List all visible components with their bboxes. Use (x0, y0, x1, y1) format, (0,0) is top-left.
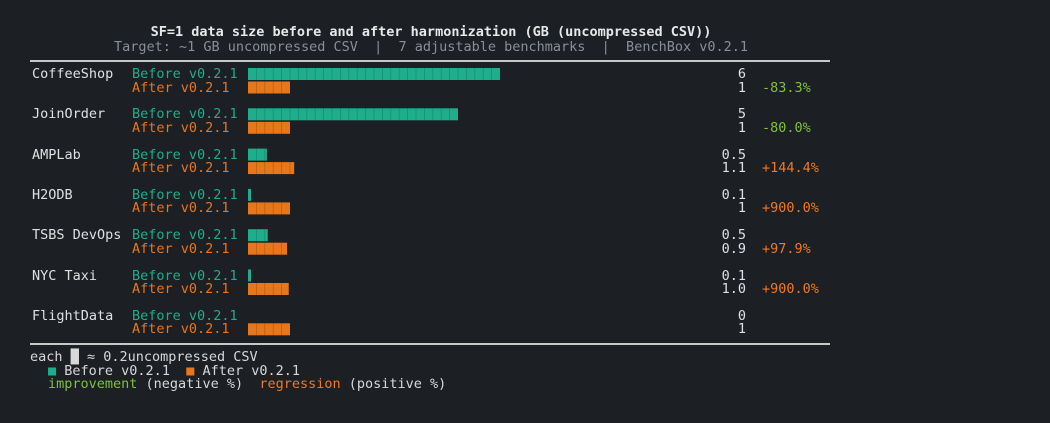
scale-prefix: each (30, 349, 63, 365)
after-value: 1.0 (721, 281, 746, 297)
scale-note: each █ ≈ 0.2uncompressed CSV (30, 350, 258, 364)
after-label: After v0.2.1 (132, 119, 230, 136)
before-label: Before v0.2.1 (132, 186, 238, 203)
after-bar (248, 202, 290, 215)
benchmark-name: H2ODB (32, 186, 73, 203)
after-value: 1 (737, 79, 746, 96)
after-label: After v0.2.1 (132, 240, 230, 257)
after-bar (248, 81, 290, 94)
before-label: Before v0.2.1 (132, 106, 238, 123)
before-value: 0 (737, 307, 746, 324)
benchmark-name: NYC Taxi (32, 267, 98, 284)
before-bar (248, 108, 458, 121)
before-bar (248, 269, 251, 282)
after-label: After v0.2.1 (132, 200, 230, 217)
after-label: After v0.2.1 (132, 321, 230, 338)
block-glyph-icon: █ (70, 349, 79, 365)
after-value: 1 (737, 119, 746, 136)
before-value: 0.5 (721, 146, 746, 163)
benchmark-name: FlightData (32, 307, 114, 324)
before-label: Before v0.2.1 (132, 267, 238, 284)
benchmark-name: JoinOrder (32, 106, 106, 123)
before-value: 6 (737, 66, 746, 82)
legend-series: ■ Before v0.2.1 ■ After v0.2.1 (48, 364, 300, 378)
benchmark-name: CoffeeShop (32, 66, 114, 82)
before-value: 5 (737, 106, 746, 123)
change-percent: +900.0% (762, 281, 819, 297)
after-bar (248, 121, 290, 134)
after-label: After v0.2.1 (132, 160, 230, 177)
before-bar (248, 188, 251, 201)
before-value: 0.1 (721, 186, 746, 203)
after-value: 1 (737, 200, 746, 217)
benchmark-name: TSBS DevOps (32, 227, 122, 244)
after-value: 1.1 (721, 160, 746, 177)
legend-improvement-word: improvement (48, 376, 138, 392)
before-value: 0.1 (721, 267, 746, 284)
after-bar (248, 323, 290, 336)
chart-subtitle: Target: ~1 GB uncompressed CSV | 7 adjus… (114, 39, 748, 55)
change-percent: +900.0% (762, 200, 819, 217)
before-label: Before v0.2.1 (132, 227, 238, 244)
chart-title: SF=1 data size before and after harmoniz… (150, 24, 712, 40)
bottom-rule (30, 343, 830, 345)
after-bar (248, 283, 289, 295)
after-swatch-icon: ■ (186, 363, 195, 379)
after-bar (248, 162, 295, 175)
legend-regression-note: (positive %) (348, 376, 447, 392)
after-label: After v0.2.1 (132, 79, 230, 96)
legend-improvement-note: (negative %) (145, 376, 244, 392)
benchmark-name: AMPLab (32, 146, 81, 163)
before-label: Before v0.2.1 (132, 146, 238, 163)
change-percent: +144.4% (762, 160, 819, 177)
before-bar (248, 148, 267, 161)
before-bar (248, 229, 268, 242)
legend-after-label: After v0.2.1 (202, 363, 301, 379)
before-swatch-icon: ■ (48, 363, 57, 379)
change-percent: +97.9% (762, 240, 811, 257)
after-bar (248, 242, 288, 255)
top-rule (30, 60, 830, 62)
legend-regression-word: regression (259, 376, 341, 392)
change-percent: -83.3% (762, 79, 811, 96)
legend-before-label: Before v0.2.1 (64, 363, 170, 379)
before-label: Before v0.2.1 (132, 66, 238, 82)
before-bar (248, 68, 500, 80)
after-value: 0.9 (721, 240, 746, 257)
before-label: Before v0.2.1 (132, 307, 238, 324)
before-value: 0.5 (721, 227, 746, 244)
change-percent: -80.0% (762, 119, 811, 136)
after-label: After v0.2.1 (132, 281, 230, 297)
legend-change: improvement (negative %) regression (pos… (48, 377, 446, 391)
scale-suffix: ≈ 0.2uncompressed CSV (86, 349, 258, 365)
after-value: 1 (737, 321, 746, 338)
